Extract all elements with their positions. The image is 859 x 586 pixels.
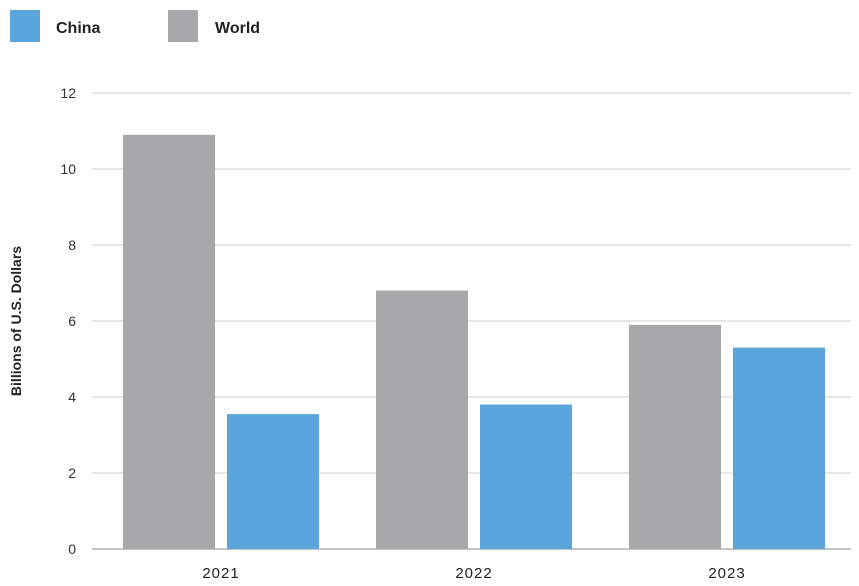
legend-item-china: China: [10, 10, 101, 42]
x-tick-label: 2023: [708, 565, 745, 582]
y-tick-label: 10: [60, 161, 76, 177]
bar-china-2021: [227, 414, 319, 549]
legend-item-world: World: [168, 10, 260, 42]
bars: [123, 134, 825, 550]
y-tick-labels: 0 2 4 6 8 10 12: [60, 85, 76, 557]
x-tick-label: 2021: [202, 565, 239, 582]
legend-swatch-china: [10, 10, 40, 42]
y-tick-label: 6: [68, 313, 76, 329]
bar-world-2021: [123, 134, 215, 550]
y-axis-title: Billions of U.S. Dollars: [8, 246, 24, 396]
y-tick-label: 12: [60, 85, 76, 101]
y-tick-label: 8: [68, 237, 76, 253]
legend: China World: [10, 10, 260, 42]
x-tick-label: 2022: [455, 565, 492, 582]
legend-label-china: China: [56, 20, 101, 37]
y-tick-label: 0: [68, 541, 76, 557]
bar-china-2022: [480, 404, 572, 549]
y-tick-label: 4: [68, 389, 76, 405]
x-tick-labels: 2021 2022 2023: [202, 565, 745, 582]
bar-world-2022: [376, 290, 468, 549]
y-tick-label: 2: [68, 465, 76, 481]
legend-swatch-world: [168, 10, 198, 42]
legend-label-world: World: [215, 20, 260, 37]
gridlines: [92, 92, 851, 550]
bar-china-2023: [733, 347, 825, 549]
bar-world-2023: [629, 324, 721, 549]
